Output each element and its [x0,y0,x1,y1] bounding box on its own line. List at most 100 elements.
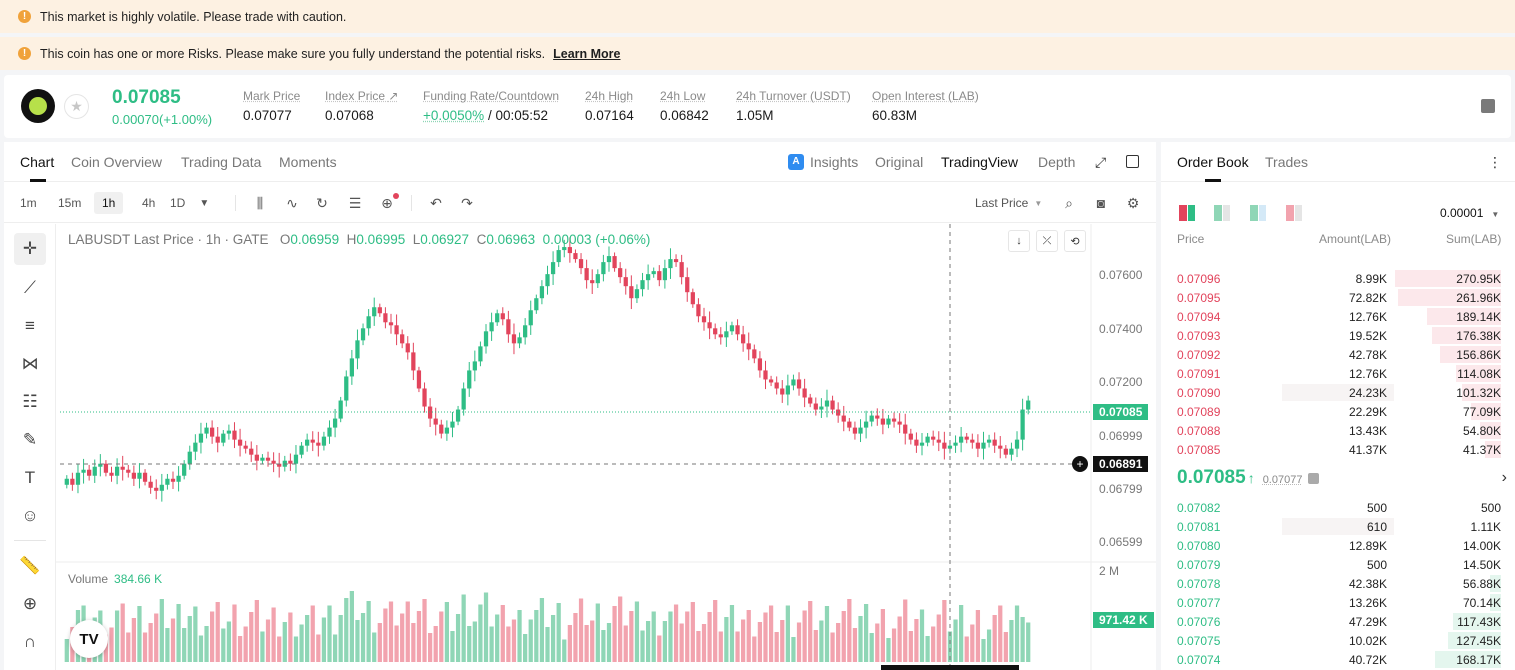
bid-row[interactable]: 0.07077 13.26K 70.14K [1161,593,1515,612]
warning-icon: ! [18,10,31,23]
candle-body [891,418,897,422]
bid-row[interactable]: 0.07082 500 500 [1161,498,1515,517]
candle-type-icon[interactable]: ⫼ [256,194,264,211]
ask-row[interactable]: 0.07094 12.76K 189.14K [1161,307,1515,326]
more-options-icon[interactable]: ⋮ [1488,154,1502,170]
volume-bar [836,623,841,662]
view-original[interactable]: Original [875,154,924,170]
candle-body [942,442,947,449]
undo-icon[interactable]: ↶ [430,194,442,211]
funding-rate[interactable]: +0.0050% [423,108,485,123]
measure-ruler-icon[interactable]: 📏 [19,556,41,575]
tab-order-book[interactable]: Order Book [1177,154,1249,170]
zoom-in-icon[interactable]: ⊕ [22,594,38,613]
search-icon[interactable]: ⌕ [1065,194,1073,211]
trendline-tool-icon[interactable]: ⟋ [24,278,36,297]
brush-tool-icon[interactable]: ✎ [22,430,38,449]
crosshair-tool-icon[interactable]: ✛ [14,233,46,265]
learn-more-link[interactable]: Learn More [553,46,621,61]
text-tool-icon[interactable]: T [24,468,36,487]
precision-select[interactable]: 0.00001 ▼ [1440,206,1500,220]
view-both-icon[interactable] [1179,205,1195,221]
candlestick-chart[interactable] [4,142,1156,670]
candle-body [221,433,226,443]
ask-row[interactable]: 0.07092 42.78K 156.86K [1161,345,1515,364]
emoji-tool-icon[interactable]: ☺ [21,506,39,525]
indicators-icon[interactable]: ∿ [286,194,298,211]
ask-row[interactable]: 0.07096 8.99K 270.95K [1161,269,1515,288]
candle-body [763,370,768,380]
candle-body [450,421,455,428]
bid-row[interactable]: 0.07074 40.72K 168.17K [1161,650,1515,669]
price-type-select[interactable]: Last Price ▼ [975,196,1043,210]
volume-bar [584,625,589,662]
candle-body [265,457,271,461]
index-price-stat[interactable]: Index Price ↗ 0.07068 [325,89,398,125]
candle-body [165,478,170,485]
bid-row[interactable]: 0.07079 500 14.50K [1161,555,1515,574]
templates-icon[interactable]: ☰ [348,194,362,211]
tab-coin-overview[interactable]: Coin Overview [71,154,163,170]
scroll-down-icon[interactable]: ↓ [1008,230,1030,252]
add-alert-icon[interactable]: ⊕ [379,193,399,211]
view-bids-icon[interactable] [1214,205,1230,221]
horizontal-lines-tool-icon[interactable]: ≡ [25,316,35,335]
tab-trading-data[interactable]: Trading Data [181,154,262,170]
insights-button[interactable]: A Insights [788,154,858,170]
ask-row[interactable]: 0.07095 72.82K 261.96K [1161,288,1515,307]
fib-tool-icon[interactable]: ☷ [22,392,38,411]
candle-body [936,439,941,443]
view-bids-only-icon[interactable] [1250,205,1266,221]
volume-bar [332,634,338,662]
maximize-icon[interactable] [1126,155,1139,168]
candle-body [1026,400,1031,410]
candle-body [332,418,338,428]
magnet-icon[interactable]: ∩ [23,632,37,651]
view-depth[interactable]: Depth [1038,154,1076,170]
timeframe-1h[interactable]: 1h [94,192,124,214]
row-sum: 14.00K [1462,539,1501,553]
favorite-star-icon[interactable]: ★ [64,94,89,119]
tradingview-logo[interactable]: TV [70,620,108,658]
ask-row[interactable]: 0.07088 13.43K 54.80K [1161,421,1515,440]
timeframe-1m[interactable]: 1m [20,196,37,210]
low-stat: 24h Low 0.06842 [660,89,709,125]
timeframe-15m[interactable]: 15m [58,196,82,210]
candle-body [400,334,405,344]
book-icon[interactable] [1481,99,1495,113]
redo-icon[interactable]: ↷ [461,194,473,211]
tab-chart[interactable]: Chart [20,154,55,170]
tab-trades[interactable]: Trades [1265,154,1309,170]
reset-chart-icon[interactable]: ⟲ [1064,230,1086,252]
candle-body [550,262,556,275]
ask-row[interactable]: 0.07085 41.37K 41.37K [1161,440,1515,459]
compare-icon[interactable]: ↻ [316,194,328,211]
index-price-label[interactable]: Index Price ↗ [325,89,399,103]
fullscreen-icon[interactable]: ⤢ [1095,154,1107,170]
ask-row[interactable]: 0.07089 22.29K 77.09K [1161,402,1515,421]
screenshot-icon[interactable]: ◙ [1096,195,1106,211]
view-asks-icon[interactable] [1286,205,1302,221]
pattern-tool-icon[interactable]: ⋈ [21,354,39,373]
mid-price-row[interactable]: 0.07085 ↑ 0.07077 › [1177,467,1507,491]
bid-row[interactable]: 0.07075 10.02K 127.45K [1161,631,1515,650]
settings-gear-icon[interactable]: ⚙ [1126,194,1140,211]
volume-bar [427,633,433,662]
volume-bar [226,621,232,662]
view-tradingview[interactable]: TradingView [941,154,1019,170]
tab-moments[interactable]: Moments [279,154,337,170]
ask-row[interactable]: 0.07093 19.52K 176.38K [1161,326,1515,345]
candle-body [975,442,981,449]
timeframe-1d[interactable]: 1D ▼ [170,196,210,210]
bid-row[interactable]: 0.07076 47.29K 117.43K [1161,612,1515,631]
bid-row[interactable]: 0.07081 610 1.11K [1161,517,1515,536]
add-order-icon[interactable]: + [1072,456,1088,472]
ask-row[interactable]: 0.07090 24.23K 101.32K [1161,383,1515,402]
timeframe-4h[interactable]: 4h [142,196,156,210]
bid-row[interactable]: 0.07080 12.89K 14.00K [1161,536,1515,555]
ask-row[interactable]: 0.07091 12.76K 114.08K [1161,364,1515,383]
volume-bar [182,628,187,662]
bid-row[interactable]: 0.07078 42.38K 56.88K [1161,574,1515,593]
collapse-icon[interactable]: ⤫ [1036,230,1058,252]
volume-bar [405,601,410,662]
